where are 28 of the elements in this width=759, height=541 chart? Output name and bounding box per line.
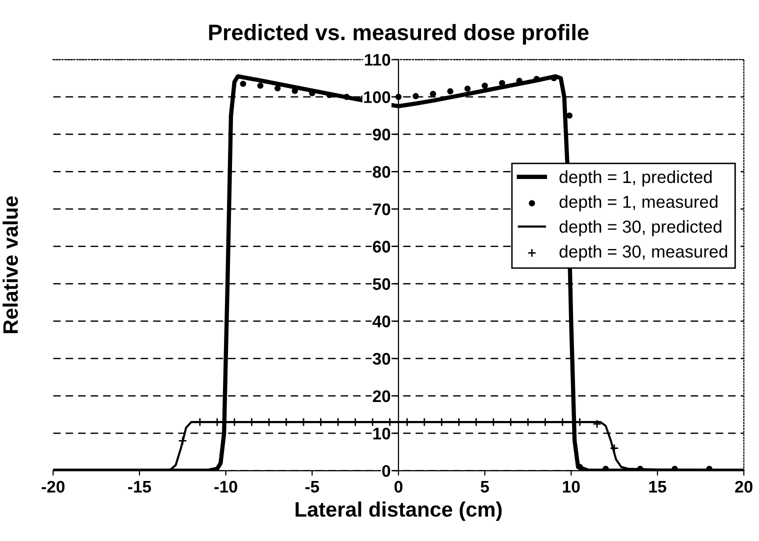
y-tick-label: 80	[372, 166, 390, 178]
x-tick-label: 15	[649, 481, 666, 493]
y-tick-label: 60	[372, 240, 390, 253]
x-tick-label: -10	[214, 480, 238, 493]
y-tick-label: 100	[364, 91, 390, 104]
x-tick-label: -20	[42, 480, 64, 493]
y-tick-label: 70	[373, 203, 390, 216]
y-tick-label: 30	[372, 352, 390, 365]
y-tick-label: 90	[372, 128, 390, 140]
x-tick-label: 0	[394, 480, 402, 493]
y-axis-title: Relative value	[2, 196, 18, 334]
chart-title: Predicted vs. measured dose profile	[209, 24, 589, 45]
y-tick-label: 50	[372, 278, 390, 290]
x-tick-label: -5	[305, 481, 320, 493]
y-tick-label: 110	[365, 54, 390, 66]
legend-label: depth = 30, predicted	[560, 220, 722, 236]
x-tick-label: -15	[128, 481, 152, 493]
x-tick-label: 20	[735, 480, 752, 493]
y-tick-label: 10	[373, 428, 390, 440]
x-axis-title: Lateral distance (cm)	[296, 501, 502, 521]
y-tick-label: 0	[382, 465, 390, 477]
legend-label: depth = 1, predicted	[560, 170, 712, 187]
x-tick-label: 5	[480, 481, 489, 493]
x-tick-label: 10	[562, 480, 580, 493]
legend-label: depth = 30, measured	[560, 244, 728, 262]
y-tick-label: 20	[372, 390, 390, 402]
y-tick-label: 40	[372, 316, 390, 328]
legend-label: depth = 1, measured	[560, 195, 718, 212]
